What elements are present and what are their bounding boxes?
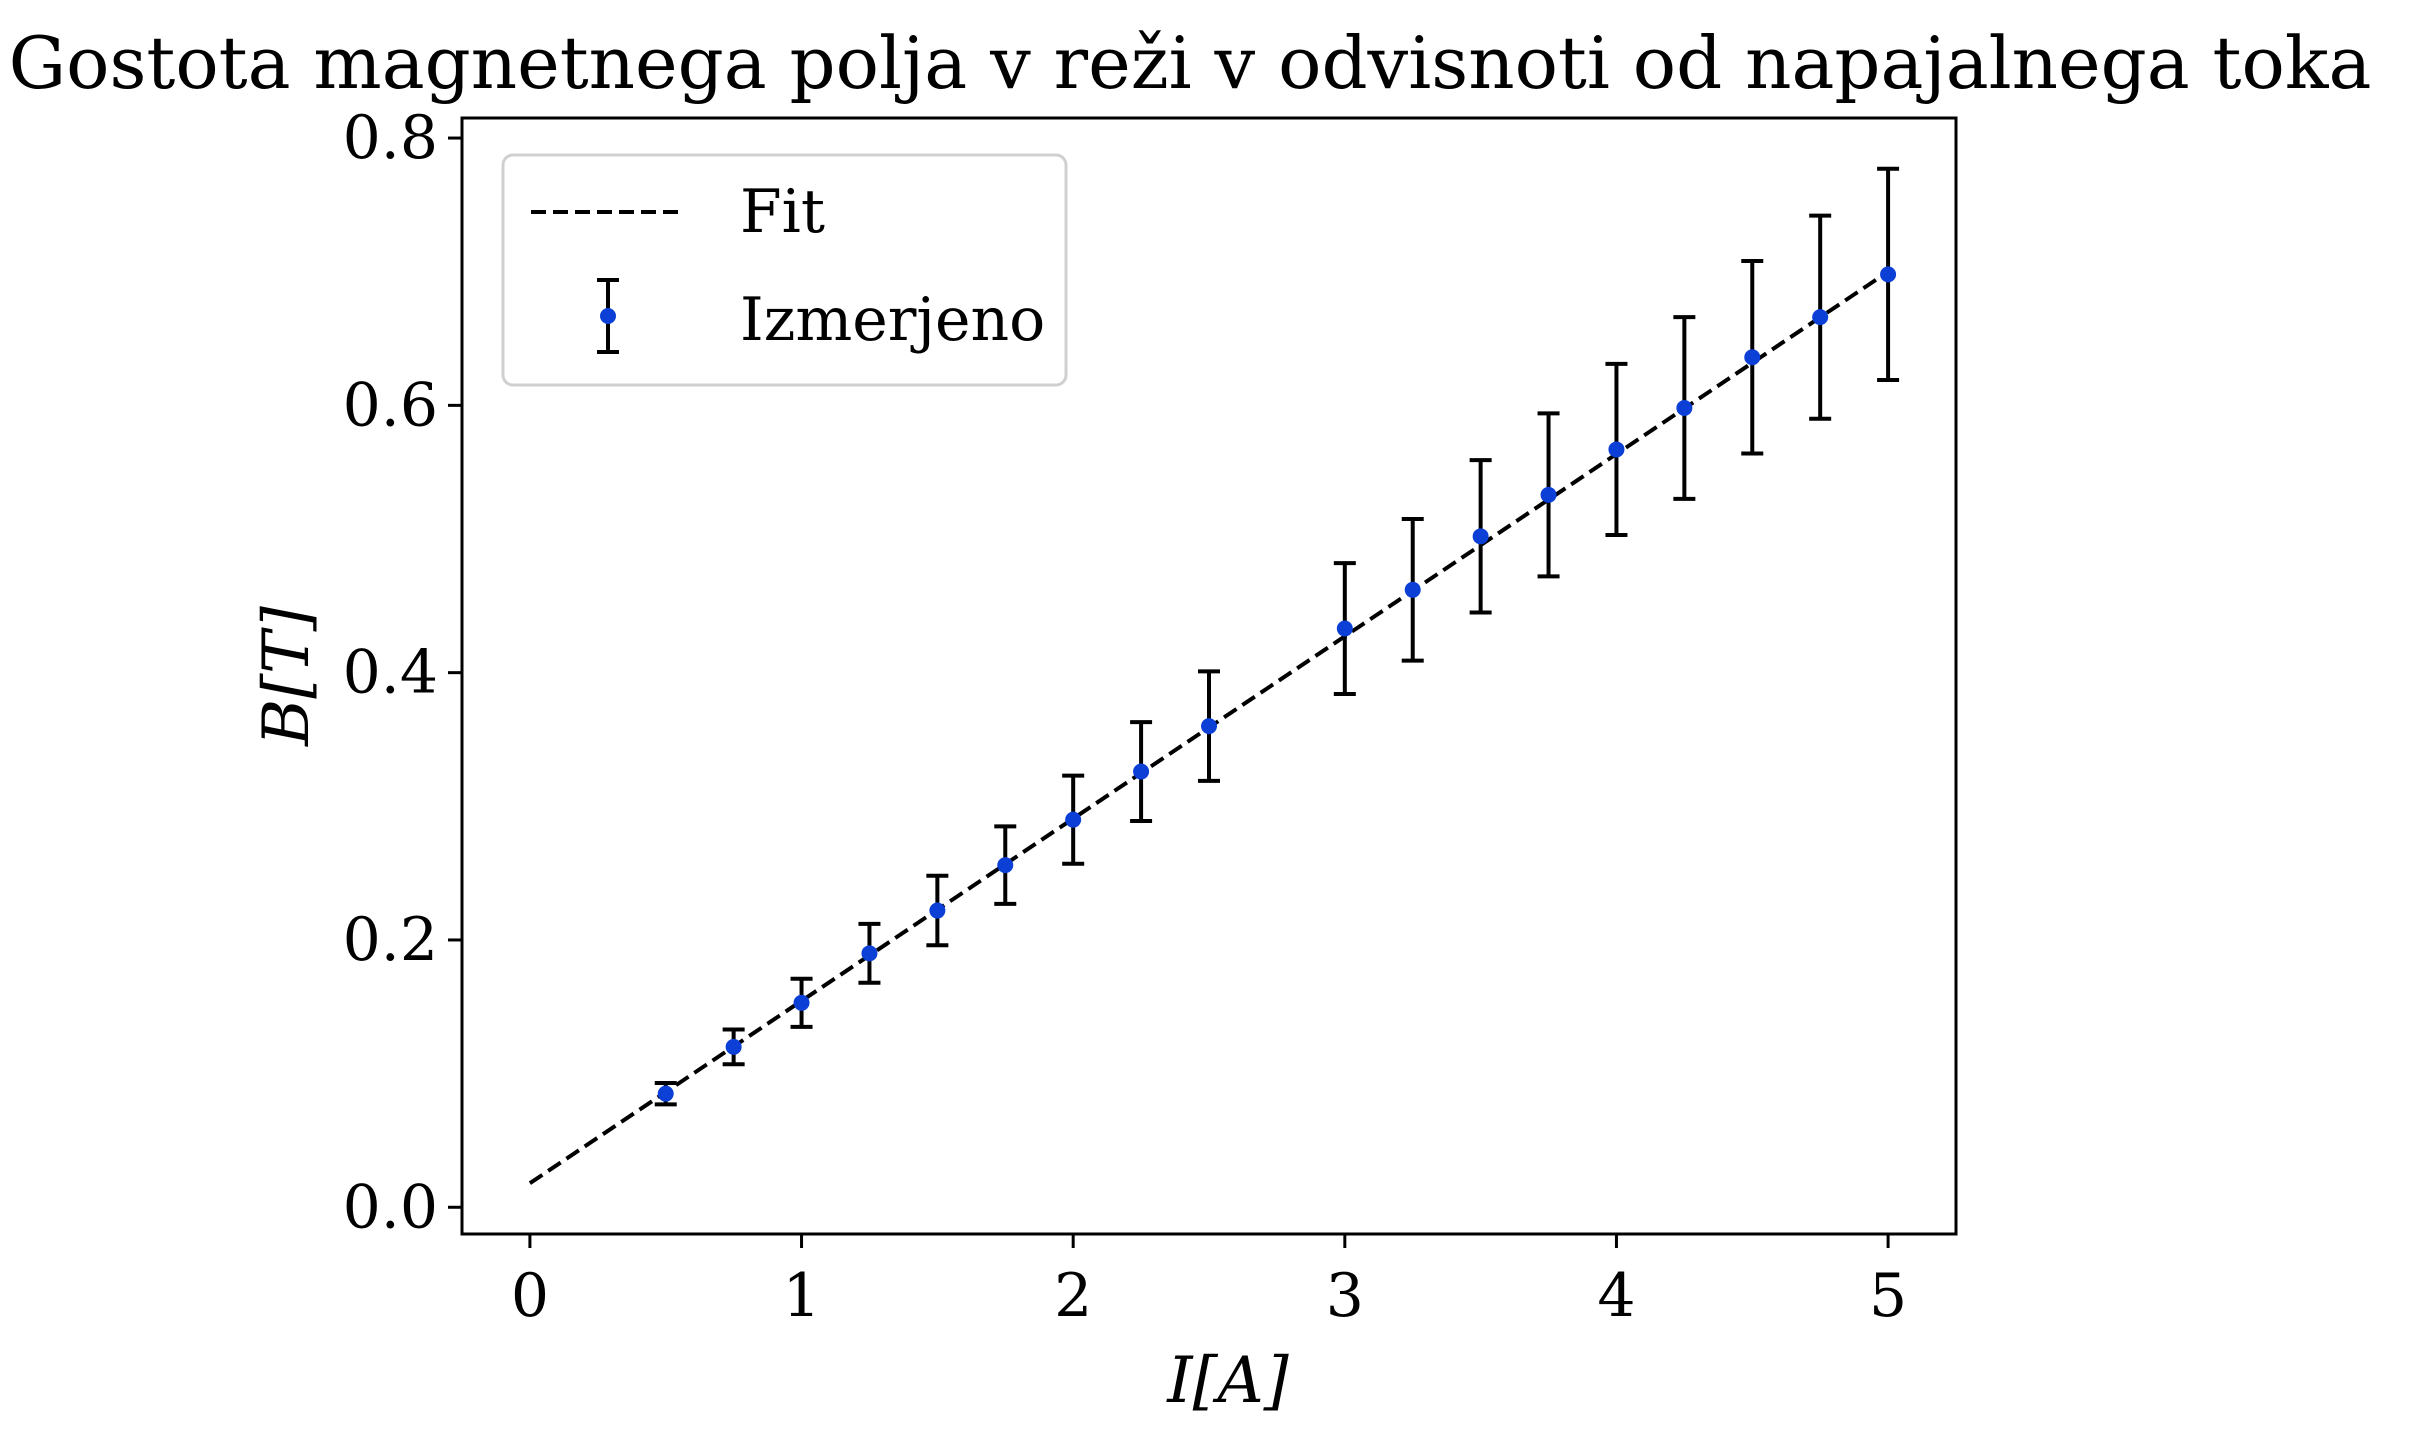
data-point <box>657 1085 674 1102</box>
data-point <box>1744 349 1761 366</box>
data-point <box>1540 486 1557 503</box>
x-axis-label: I[A] <box>1166 1344 1289 1418</box>
x-tick-label: 2 <box>1054 1261 1092 1331</box>
y-tick-label: 0.8 <box>343 103 438 173</box>
data-point <box>1065 811 1082 828</box>
x-axis: 0 1 2 3 4 5 <box>511 1234 1907 1331</box>
chart-title: Gostota magnetnega polja v reži v odvisn… <box>9 21 2372 105</box>
data-point <box>793 994 810 1011</box>
legend-measured-label: Izmerjeno <box>740 285 1045 355</box>
x-tick-label: 3 <box>1326 1261 1364 1331</box>
legend-fit-label: Fit <box>740 177 825 247</box>
data-point <box>1472 528 1489 545</box>
data-point <box>861 945 878 962</box>
plot-frame <box>460 116 1958 1236</box>
data-point <box>1336 620 1353 637</box>
data-point <box>929 902 946 919</box>
plot-content <box>528 166 1900 1185</box>
x-tick-label: 1 <box>782 1261 820 1331</box>
data-point <box>1133 763 1150 780</box>
data-point <box>1676 400 1693 417</box>
data-point <box>1201 718 1217 735</box>
data-point <box>1404 581 1421 598</box>
y-tick-label: 0.0 <box>343 1172 438 1242</box>
y-tick-label: 0.6 <box>343 370 438 440</box>
legend: Fit Izmerjeno <box>501 153 1068 387</box>
data-point <box>1608 441 1625 458</box>
x-tick-label: 4 <box>1597 1261 1635 1331</box>
y-tick-label: 0.4 <box>343 638 438 708</box>
y-axis-label: B[T] <box>250 605 324 747</box>
data-point <box>1880 266 1897 283</box>
data-point <box>1812 309 1829 326</box>
x-tick-label: 0 <box>511 1261 549 1331</box>
y-axis: 0.0 0.2 0.4 0.6 0.8 <box>343 103 462 1242</box>
data-point <box>725 1038 742 1055</box>
y-tick-label: 0.2 <box>343 905 438 975</box>
x-tick-label: 5 <box>1869 1261 1907 1331</box>
legend-marker <box>600 308 616 324</box>
data-point <box>997 857 1014 874</box>
